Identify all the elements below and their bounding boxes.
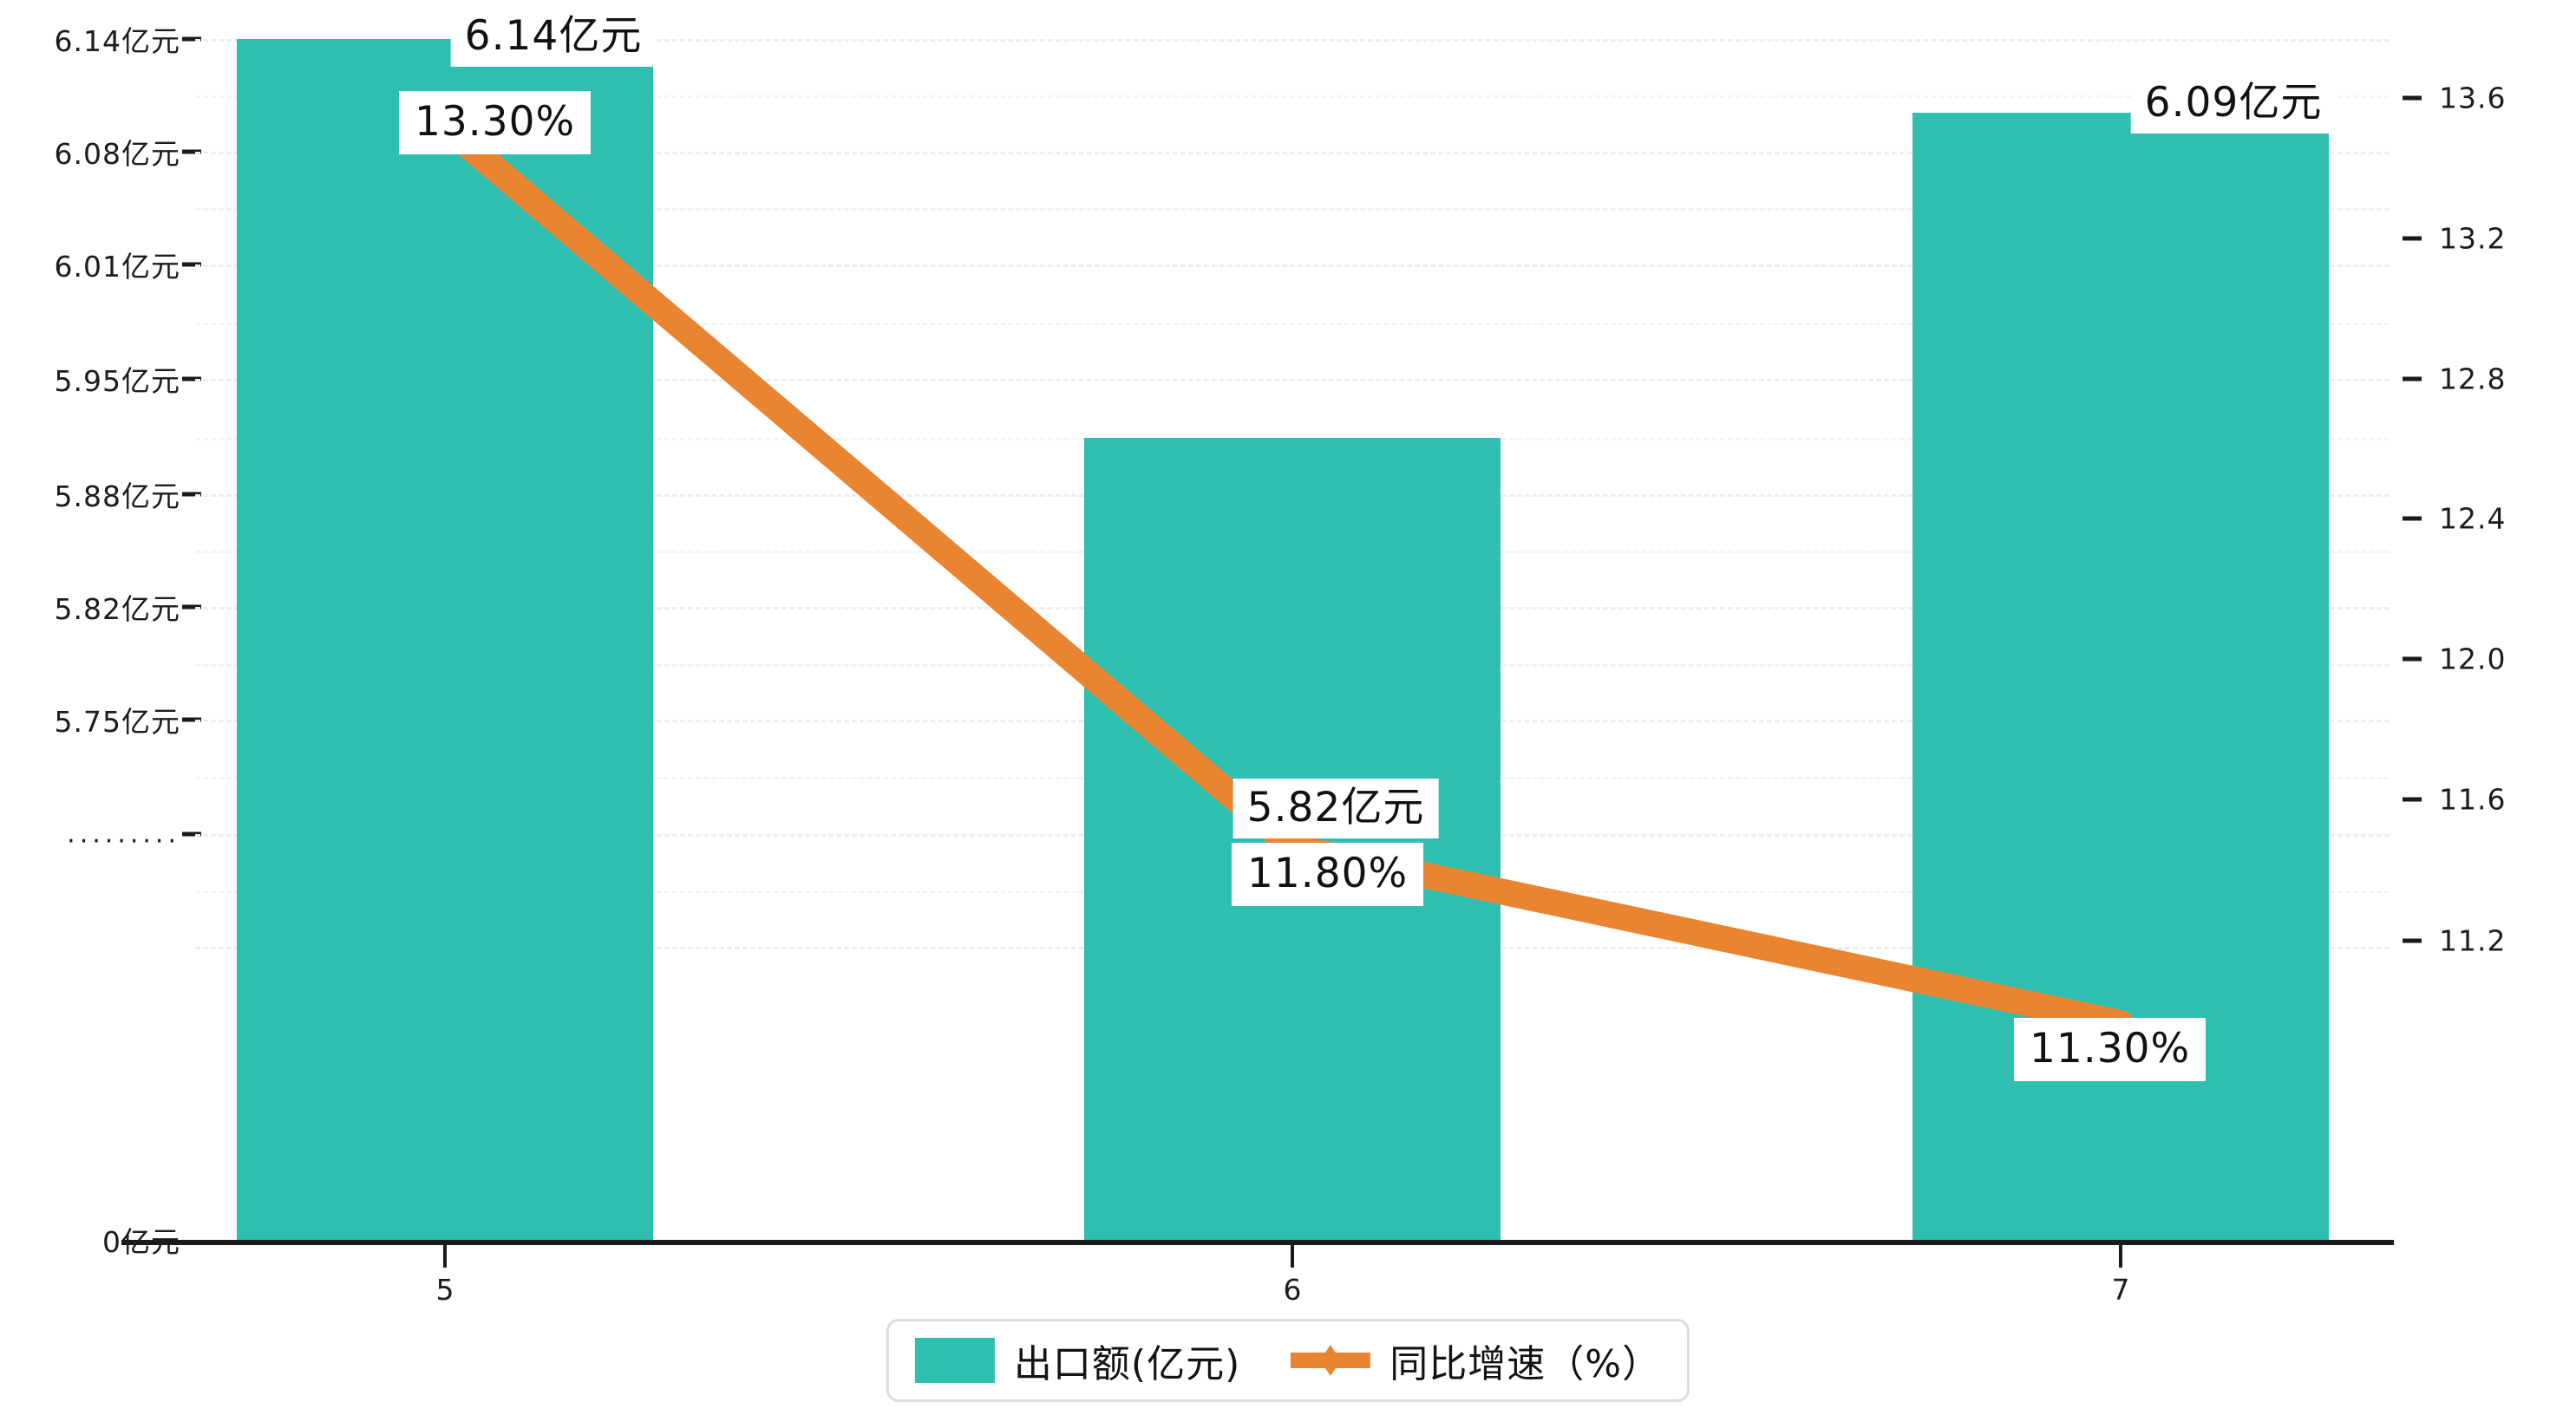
gridline [195,323,2390,325]
right-axis-tick-label: 13.2 [2439,221,2507,256]
left-axis-tick-label: 6.08亿元 [54,137,180,171]
left-axis-tick-label: 5.88亿元 [54,479,180,513]
gridline [195,264,2390,267]
right-axis-tick-mark [2403,656,2422,662]
x-axis-line [121,1240,2394,1245]
legend: 出口额(亿元) 同比增速（%） [886,1319,1690,1402]
right-axis-tick-mark [2403,797,2422,802]
bar-swatch-icon [914,1338,995,1383]
left-axis-tick-label: 5.82亿元 [54,592,180,626]
left-axis-break-label: ......... [67,818,180,850]
left-axis-tick-mark [182,262,201,267]
gridline [195,95,2390,98]
right-axis-tick-mark [2403,95,2422,101]
gridline [195,152,2390,154]
gridline [195,379,2390,381]
line-marker-swatch-icon [1291,1338,1371,1383]
left-axis-tick-label: 6.01亿元 [54,250,180,284]
x-axis-tick-mark [443,1245,447,1268]
right-axis-tick-label: 11.2 [2439,923,2507,958]
bar-value-label-6: 5.82亿元 [1232,779,1439,838]
left-axis-tick-mark [182,376,201,381]
bar-value-label-5: 6.14亿元 [450,7,657,67]
left-axis-tick-mark [182,149,201,154]
right-axis-tick-mark [2403,236,2422,241]
x-axis-tick-mark [1291,1245,1294,1268]
left-axis-tick-mark [182,604,201,610]
right-axis-tick-mark [2403,938,2422,943]
bar-value-label-7: 6.09亿元 [2130,74,2337,134]
legend-item-growth-rate[interactable]: 同比增速（%） [1291,1333,1661,1388]
line-value-label-6: 11.80% [1232,843,1424,906]
left-axis-tick-label: 5.75亿元 [54,705,180,739]
right-axis-tick-mark [2403,516,2422,521]
gridline [195,39,2390,42]
legend-item-export-value[interactable]: 出口额(亿元) [914,1333,1241,1388]
right-axis-tick-mark [2403,376,2422,381]
right-axis-tick-label: 13.6 [2439,81,2507,115]
legend-label: 出口额(亿元) [1013,1342,1241,1386]
right-axis-tick-label: 12.4 [2439,501,2507,536]
left-axis-tick-mark [182,831,201,837]
right-axis-tick-label: 11.6 [2439,782,2507,817]
left-axis-tick-label: 5.95亿元 [54,364,180,398]
left-axis-tick-label: 6.14亿元 [54,24,180,58]
left-axis-tick-mark [182,717,201,722]
left-axis-tick-mark [182,36,201,42]
right-axis-tick-label: 12.8 [2439,362,2507,396]
x-axis-tick-label: 6 [1283,1273,1302,1307]
line-value-label-7: 11.30% [2014,1018,2207,1081]
x-axis-tick-label: 5 [435,1273,454,1307]
x-axis-tick-label: 7 [2111,1273,2130,1307]
legend-label: 同比增速（%） [1389,1342,1662,1386]
right-axis-tick-label: 12.0 [2439,642,2507,676]
line-value-label-5: 13.30% [399,91,592,154]
x-axis-tick-mark [2119,1245,2122,1268]
gridline [195,208,2390,211]
left-axis-tick-mark [182,492,201,497]
